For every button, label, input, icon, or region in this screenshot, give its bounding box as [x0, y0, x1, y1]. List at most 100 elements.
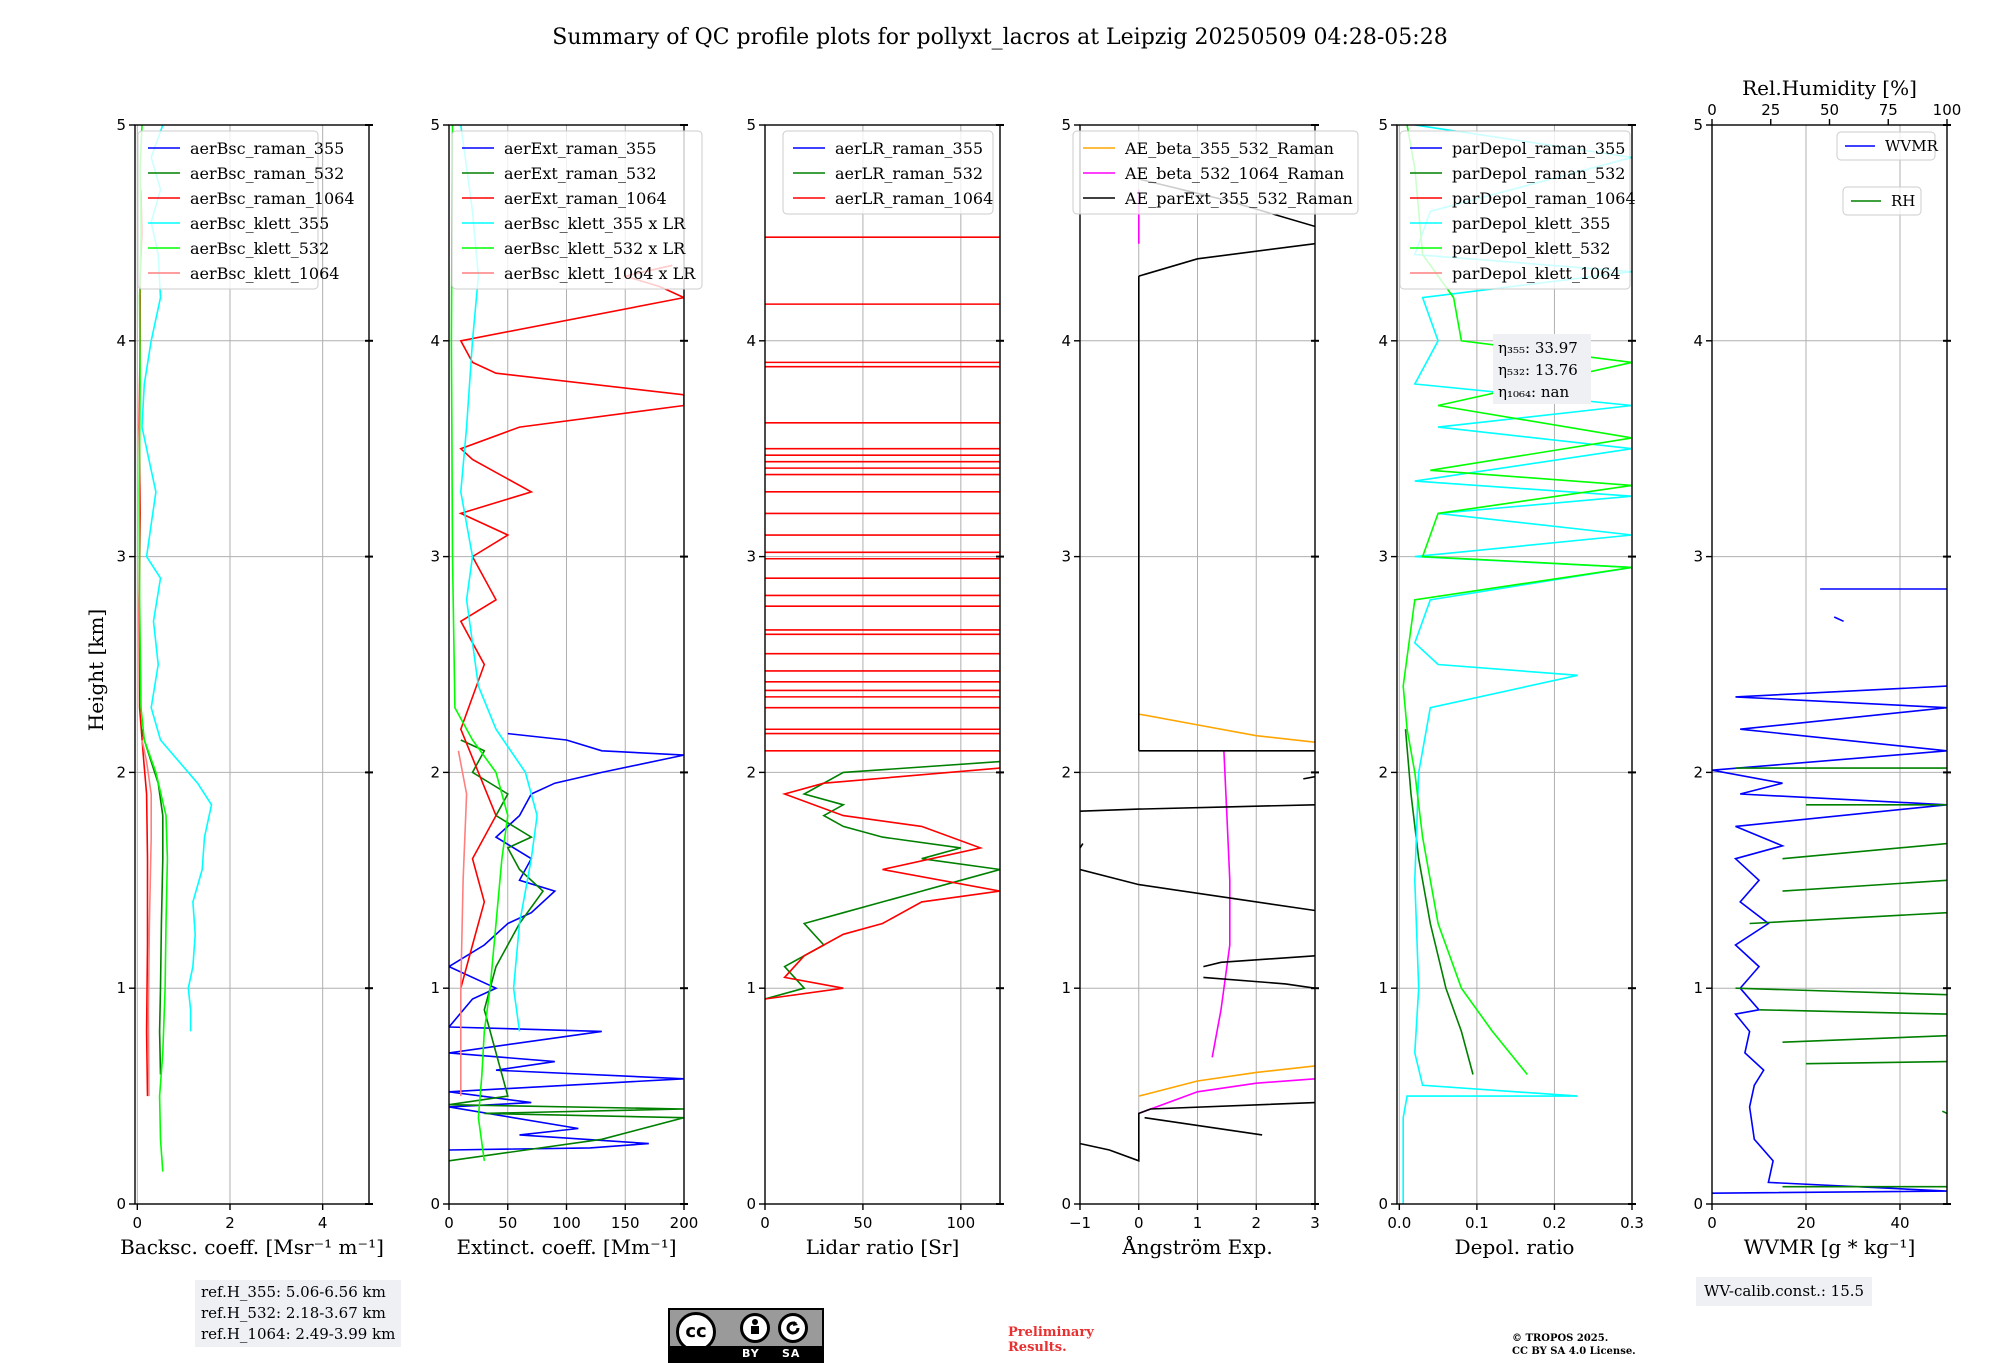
legend-label: AE_parExt_355_532_Raman	[1124, 189, 1353, 208]
legend-label: aerBsc_raman_355	[190, 139, 344, 158]
series-aerExt_raman_355	[449, 732, 684, 1151]
legend-box	[1072, 130, 1359, 215]
series-aerLR_raman_1064	[765, 767, 1000, 1000]
x-tick-label: 2	[1251, 1214, 1261, 1232]
preliminary-line-1: Preliminary	[1008, 1325, 1094, 1340]
series-AE_parExt_355_532_Raman	[1080, 178, 1315, 1162]
x-tick-label: 0.1	[1465, 1214, 1489, 1232]
x-axis-label: Ångström Exp.	[1121, 1234, 1272, 1259]
series-aerBsc_klett_1064	[141, 739, 152, 1097]
legend-label: aerBsc_klett_355 x LR	[504, 214, 686, 233]
annotation-line: η₃₅₅: 33.97	[1498, 339, 1578, 357]
y-tick-label: 3	[116, 548, 126, 566]
x-tick-label: 0.3	[1620, 1214, 1644, 1232]
legend-label: parDepol_raman_355	[1452, 139, 1625, 158]
x-tick-label: 200	[670, 1214, 699, 1232]
top-tick-label: 100	[1933, 101, 1962, 119]
x-tick-label: 100	[947, 1214, 976, 1232]
legend-box	[451, 130, 703, 290]
cc-logo-icon: cc	[676, 1312, 716, 1352]
top-tick-label: 75	[1879, 101, 1898, 119]
y-tick-label: 5	[430, 116, 440, 134]
legend-label: AE_beta_532_1064_Raman	[1124, 164, 1344, 183]
cc-by-sa-badge: cc BY SA	[668, 1308, 824, 1363]
y-axis-label: Height [km]	[84, 609, 108, 731]
plot-area	[1402, 125, 1632, 1204]
y-tick-label: 4	[430, 332, 440, 350]
y-tick-label: 1	[1061, 979, 1071, 997]
x-tick-label: 0.0	[1387, 1214, 1411, 1232]
y-tick-label: 4	[746, 332, 756, 350]
copyright-line-1: © TROPOS 2025.	[1512, 1333, 1609, 1344]
y-tick-label: 0	[1061, 1195, 1071, 1213]
y-tick-label: 0	[746, 1195, 756, 1213]
x-tick-label: 50	[853, 1214, 872, 1232]
legend-box	[137, 130, 319, 290]
series-parDepol_klett_532	[1402, 125, 1632, 1076]
legend-label: aerLR_raman_1064	[835, 189, 993, 208]
y-tick-label: 5	[116, 116, 126, 134]
y-tick-label: 4	[1693, 332, 1703, 350]
x-axis-label: Backsc. coeff. [Msr⁻¹ m⁻¹]	[120, 1235, 384, 1259]
x-tick-label: 0	[444, 1214, 454, 1232]
y-tick-label: 4	[1061, 332, 1071, 350]
legend-label: aerBsc_klett_532	[190, 239, 329, 258]
panel-bsc: 0 1 2 3 4 5 0 2 4 Backsc. coeff. [Msr⁻¹ m⁻¹] aerBs…	[116, 116, 383, 1259]
y-tick-label: 3	[1378, 548, 1388, 566]
series-WVMR	[1712, 588, 1947, 1194]
legend-label: aerExt_raman_532	[504, 164, 657, 183]
plot-area	[765, 236, 1000, 1000]
y-tick-label: 1	[116, 979, 126, 997]
annotation-line: η₅₃₂: 13.76	[1498, 361, 1578, 379]
wv-calib-box: WV-calib.const.: 15.5	[1696, 1277, 1873, 1306]
legend-box	[1836, 131, 1936, 161]
legend-label: aerLR_raman_532	[835, 164, 983, 183]
panel-depol: 0 1 2 3 4 5 0.0 0.1 0.2 0.3 Depol. ratio parDepol_r…	[1378, 116, 1643, 1259]
series-aerBsc_klett_532 x LR	[450, 125, 509, 1161]
legend-label: aerBsc_klett_1064	[190, 264, 339, 283]
attribution-icon	[740, 1313, 770, 1343]
legend-label: aerExt_raman_1064	[504, 189, 667, 208]
legend-label: aerBsc_raman_532	[190, 164, 344, 183]
x-tick-label: 0.2	[1543, 1214, 1567, 1232]
series-parDepol_raman_532	[1404, 729, 1474, 1075]
x-tick-label: 2	[225, 1214, 235, 1232]
x-tick-label: 50	[498, 1214, 517, 1232]
series-aerLR_raman_532	[765, 760, 1000, 1000]
top-tick-label: 25	[1761, 101, 1780, 119]
y-tick-label: 1	[430, 979, 440, 997]
y-tick-label: 0	[1378, 1195, 1388, 1213]
y-tick-label: 0	[116, 1195, 126, 1213]
y-tick-label: 4	[116, 332, 126, 350]
preliminary-line-2: Results.	[1008, 1340, 1067, 1355]
series-AE_beta_532_1064_Raman	[1138, 189, 1315, 1115]
license-strip: BY SA	[670, 1346, 822, 1361]
series-RH	[1735, 767, 1947, 1188]
x-tick-label: 20	[1796, 1214, 1815, 1232]
plot-area	[1712, 588, 1947, 1194]
y-tick-label: 5	[1378, 116, 1388, 134]
legend-box	[782, 130, 994, 215]
x-tick-label: −1	[1069, 1214, 1091, 1232]
legend-label: WVMR	[1885, 137, 1939, 155]
y-tick-label: 5	[746, 116, 756, 134]
y-tick-label: 2	[430, 763, 440, 781]
legend-label: aerLR_raman_355	[835, 139, 983, 158]
series-aerBsc_klett_1064 x LR	[457, 750, 468, 1097]
ref-height-1064: ref.H_1064: 2.49-3.99 km	[201, 1325, 396, 1343]
series-parDepol_klett_355	[1402, 125, 1632, 1204]
x-tick-label: 1	[1193, 1214, 1203, 1232]
x-tick-label: 0	[1707, 1214, 1717, 1232]
legend-label: parDepol_raman_532	[1452, 164, 1625, 183]
y-tick-label: 2	[1378, 763, 1388, 781]
legend-label: parDepol_klett_355	[1452, 214, 1610, 233]
legend-label: parDepol_klett_532	[1452, 239, 1610, 258]
x-tick-label: 150	[611, 1214, 640, 1232]
annotation-line: η₁₀₆₄: nan	[1498, 383, 1569, 401]
axes-frame	[1396, 124, 1633, 1205]
x-tick-label: 0	[760, 1214, 770, 1232]
